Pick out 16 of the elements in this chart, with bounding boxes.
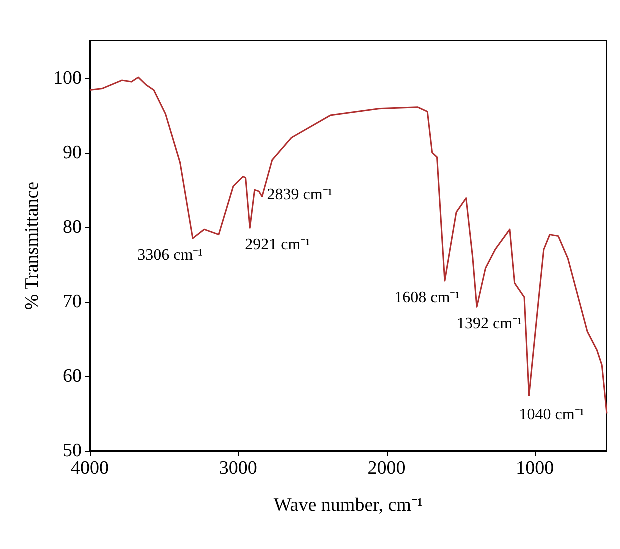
x-tick-label: 2000 [368,458,406,479]
y-tick-label: 60 [63,366,82,387]
annotation: 2921 cm⁻¹ [245,236,311,254]
y-tick-label: 100 [54,68,82,89]
x-tick-label: 1000 [516,458,554,479]
annotation: 1040 cm⁻¹ [519,406,585,424]
x-axis-title: Wave number, cm⁻¹ [274,495,424,516]
annotation: 1392 cm⁻¹ [457,316,523,333]
y-tick-label: 90 [63,142,82,164]
annotation: 2839 cm⁻¹ [267,186,333,204]
x-tick-label: 3000 [219,458,258,479]
annotation: 3306 cm⁻¹ [138,247,204,264]
annotation: 1608 cm⁻¹ [394,290,460,307]
y-axis-title: % Transmittance [22,182,43,310]
y-tick-label: 70 [63,291,82,312]
y-tick-label: 80 [63,216,82,238]
